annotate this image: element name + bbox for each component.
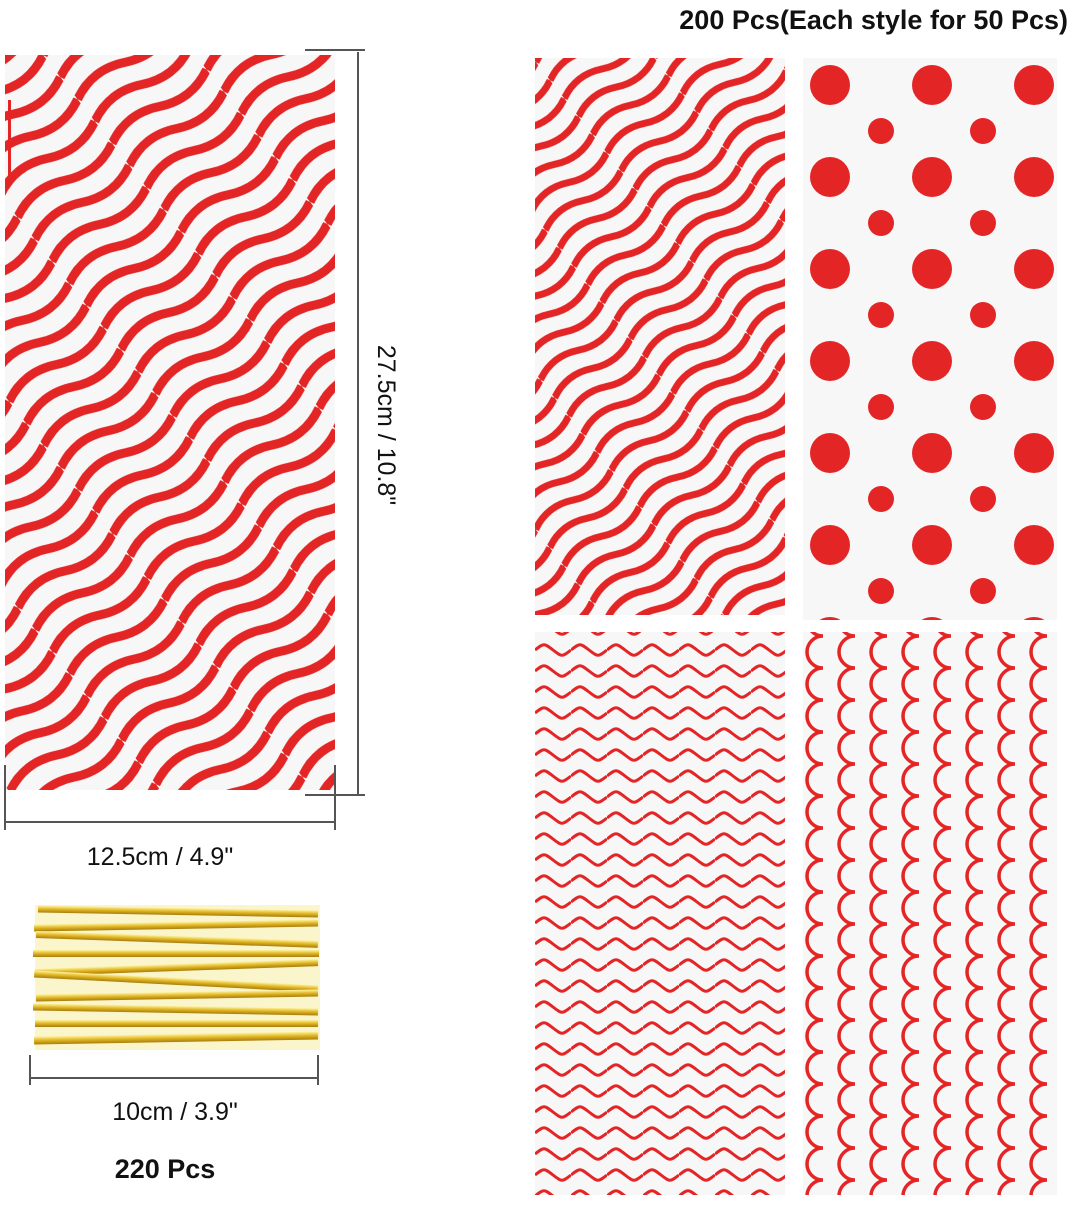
bag-scallops <box>803 632 1057 1195</box>
bag-stripes <box>535 58 785 615</box>
bag-waves <box>535 632 785 1195</box>
width-dimension <box>4 765 336 830</box>
ties-dimension <box>29 1055 319 1085</box>
height-label: 27.5cm / 10.8" <box>372 345 400 505</box>
styles-title: 200 Pcs(Each style for 50 Pcs) <box>679 5 1068 35</box>
bag-dots <box>803 58 1057 620</box>
ties-count-label: 220 Pcs <box>115 1154 216 1184</box>
twist-ties <box>32 905 320 1050</box>
ties-length-label: 10cm / 3.9" <box>112 1098 238 1126</box>
large-bag <box>5 55 335 790</box>
width-label: 12.5cm / 4.9" <box>87 843 233 871</box>
